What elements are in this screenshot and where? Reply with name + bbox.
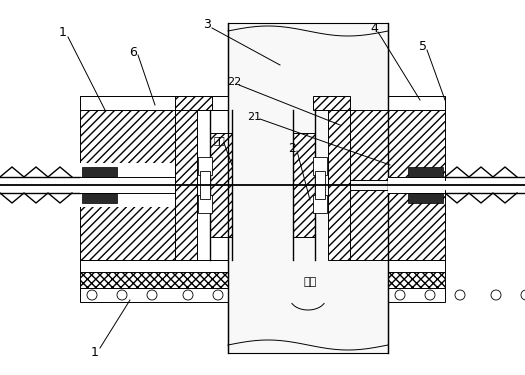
Circle shape (455, 290, 465, 300)
Bar (175, 96, 212, 110)
Bar (408, 167, 443, 203)
Bar (200, 171, 210, 199)
Circle shape (425, 290, 435, 300)
Bar (313, 195, 327, 213)
Text: 5: 5 (419, 40, 427, 54)
Text: 1: 1 (59, 27, 67, 39)
Text: 油位: 油位 (213, 135, 225, 145)
Bar (388, 96, 445, 110)
Bar (80, 260, 228, 274)
Circle shape (491, 290, 501, 300)
Text: 22: 22 (227, 77, 241, 87)
Bar (80, 96, 228, 110)
Bar (388, 177, 445, 193)
Bar (350, 110, 445, 180)
Bar (328, 110, 350, 260)
Circle shape (87, 290, 97, 300)
Circle shape (213, 290, 223, 300)
Bar (80, 190, 175, 260)
Bar (228, 23, 388, 353)
Text: 21: 21 (247, 112, 261, 122)
Bar (175, 110, 197, 260)
Bar (313, 96, 350, 110)
Bar (350, 190, 445, 260)
Bar (80, 96, 228, 110)
Bar (388, 260, 445, 274)
Bar (80, 110, 175, 180)
Bar (315, 171, 325, 199)
Circle shape (117, 290, 127, 300)
Bar (198, 157, 212, 175)
Bar (82, 167, 117, 203)
Text: 2: 2 (288, 141, 296, 154)
Bar (313, 157, 327, 175)
Bar (388, 288, 445, 302)
Text: 6: 6 (129, 45, 137, 58)
Text: 1: 1 (91, 345, 99, 358)
Bar (80, 163, 175, 207)
Circle shape (395, 290, 405, 300)
Bar (80, 288, 228, 302)
Circle shape (147, 290, 157, 300)
Bar (80, 177, 175, 193)
Circle shape (521, 290, 525, 300)
Bar (293, 133, 315, 237)
Bar (388, 272, 445, 288)
Text: 底向: 底向 (303, 277, 317, 287)
Circle shape (183, 290, 193, 300)
Bar (80, 272, 228, 288)
Text: 3: 3 (203, 18, 211, 32)
Bar (388, 96, 445, 110)
Bar (198, 195, 212, 213)
Bar (210, 133, 232, 237)
Text: 4: 4 (370, 22, 378, 36)
